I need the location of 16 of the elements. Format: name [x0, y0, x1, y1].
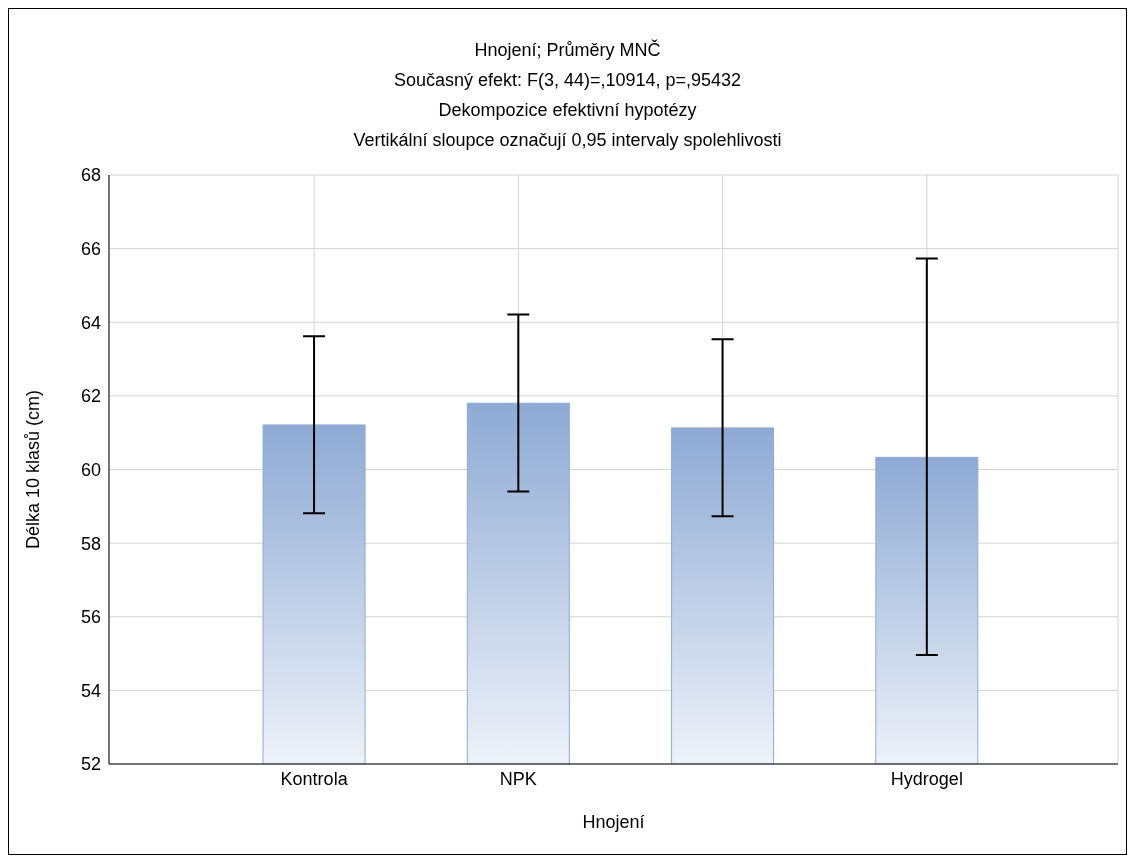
x-tick-label: Kontrola — [280, 768, 349, 789]
x-tick-label: NPK — [499, 768, 537, 789]
y-tick-label: 54 — [80, 680, 101, 701]
y-tick-label: 62 — [80, 386, 101, 407]
x-tick-label: Hydrogel — [890, 768, 963, 789]
y-tick-label: 64 — [80, 312, 101, 333]
y-tick-label: 58 — [80, 533, 101, 554]
y-tick-label: 66 — [80, 239, 101, 260]
y-tick-label: 68 — [80, 165, 101, 186]
x-axis-title: Hnojení — [582, 812, 645, 832]
y-tick-label: 52 — [80, 754, 101, 775]
chart-subtitle: Současný efekt: F(3, 44)=,10914, p=,95432 Dekompozice efektivní hypotézy Vertikální sloupce označují 0,95 intervaly spolehlivosti — [352, 69, 783, 152]
chart-title: Hnojení; Průměry MNČ — [473, 38, 662, 62]
y-tick-label: 56 — [80, 607, 101, 628]
y-tick-label: 60 — [80, 459, 101, 480]
y-axis-title: Délka 10 klasů (cm) — [23, 389, 44, 550]
